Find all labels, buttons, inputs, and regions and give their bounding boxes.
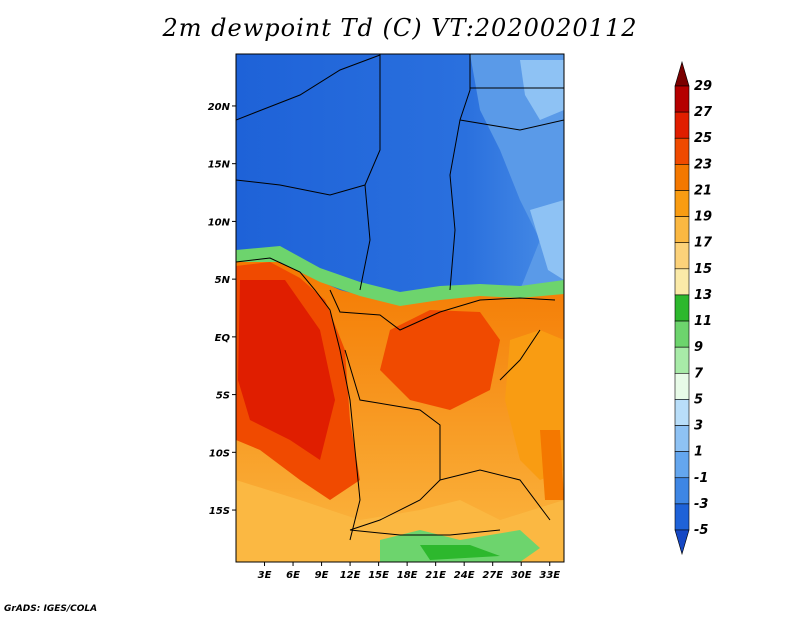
colorbar-swatch <box>674 503 690 531</box>
lat-tick-label: 5N <box>215 275 231 286</box>
lat-tick-label: 5S <box>216 391 230 402</box>
colorbar-swatch <box>674 346 690 374</box>
colorbar-label: 11 <box>694 314 712 329</box>
lon-tick-label: 18E <box>397 570 418 581</box>
lon-tick-label: 30E <box>511 570 532 581</box>
colorbar-swatch <box>674 399 690 426</box>
lat-tick-label: 15N <box>208 160 231 171</box>
colorbar-swatch <box>674 425 690 452</box>
map-title: 2m dewpoint Td (C) VT:2020020112 <box>162 14 638 42</box>
colorbar-swatch <box>674 294 690 322</box>
colorbar-label: 23 <box>694 157 712 172</box>
colorbar-swatch <box>674 216 690 244</box>
lat-tick-label: 10N <box>208 217 231 228</box>
lat-tick-label: EQ <box>215 333 231 344</box>
colorbar-label: 13 <box>694 288 712 303</box>
lon-tick-label: 6E <box>286 570 300 581</box>
colorbar-swatch <box>674 111 690 139</box>
colorbar-label: 19 <box>694 210 712 225</box>
lon-tick-label: 9E <box>315 570 329 581</box>
colorbar-swatch <box>674 242 690 270</box>
colorbar-label: -5 <box>694 523 708 538</box>
colorbar-label: -3 <box>694 497 708 512</box>
colorbar-label: 15 <box>694 262 712 277</box>
lat-tick-label: 15S <box>209 506 230 517</box>
colorbar-swatch <box>674 477 690 505</box>
colorbar-swatch <box>674 164 690 191</box>
credit-label: GrADS: IGES/COLA <box>4 604 98 614</box>
colorbar-label: 27 <box>694 105 713 120</box>
latitude-ticks: 20N 15N 10N 5N EQ 5S 10S 15S <box>208 102 236 517</box>
colorbar-swatch <box>674 268 690 296</box>
lon-tick-label: 15E <box>368 570 389 581</box>
colorbar-swatch <box>674 451 690 479</box>
lon-tick-label: 21E <box>425 570 446 581</box>
colorbar-bottom-arrow <box>674 529 690 556</box>
colorbar-label: 17 <box>694 236 713 251</box>
colorbar-swatch <box>674 372 690 400</box>
lat-tick-label: 20N <box>208 102 231 113</box>
colorbar-label: -1 <box>694 471 708 486</box>
lon-tick-label: 27E <box>482 570 503 581</box>
lon-tick-label: 3E <box>258 570 272 581</box>
colorbar-top-arrow <box>674 60 690 87</box>
lat-tick-label: 10S <box>209 448 230 459</box>
colorbar-swatch <box>674 137 690 165</box>
colorbar-label: 21 <box>694 183 712 198</box>
colorbar-label: 7 <box>694 366 704 381</box>
colorbar-swatch <box>674 320 690 348</box>
colorbar: 29 27 25 23 21 19 17 15 13 11 9 7 5 3 1 -1 -3 -5 <box>674 60 713 556</box>
lon-tick-label: 24E <box>454 570 475 581</box>
colorbar-label: 5 <box>694 392 703 407</box>
lon-tick-label: 12E <box>340 570 361 581</box>
map-frame <box>235 53 565 563</box>
colorbar-label: 29 <box>694 79 712 94</box>
colorbar-swatch <box>674 190 690 217</box>
longitude-ticks: 3E 6E 9E 12E 15E 18E 21E 24E 27E 30E 33E <box>258 562 560 581</box>
colorbar-label: 3 <box>694 419 703 434</box>
colorbar-label: 25 <box>694 131 712 146</box>
colorbar-label: 1 <box>694 445 703 460</box>
colorbar-label: 9 <box>694 340 703 355</box>
dewpoint-field <box>236 54 564 562</box>
lon-tick-label: 33E <box>539 570 560 581</box>
colorbar-swatch <box>674 85 690 113</box>
